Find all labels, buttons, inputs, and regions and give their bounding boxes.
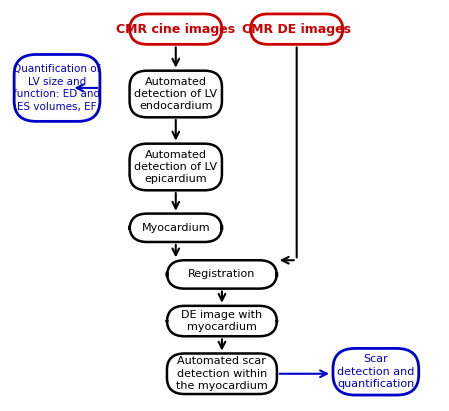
Text: Scar
detection and
quantification: Scar detection and quantification bbox=[337, 354, 414, 389]
FancyBboxPatch shape bbox=[333, 349, 419, 395]
Text: Myocardium: Myocardium bbox=[141, 223, 210, 233]
Text: Quantification of
LV size and
function: ED and
ES volumes, EF: Quantification of LV size and function: … bbox=[13, 64, 101, 111]
FancyBboxPatch shape bbox=[130, 144, 222, 190]
FancyBboxPatch shape bbox=[251, 14, 343, 44]
FancyBboxPatch shape bbox=[130, 71, 222, 117]
Text: Automated
detection of LV
endocardium: Automated detection of LV endocardium bbox=[134, 76, 217, 111]
Text: CMR cine images: CMR cine images bbox=[116, 23, 235, 36]
FancyBboxPatch shape bbox=[167, 260, 277, 289]
FancyBboxPatch shape bbox=[130, 14, 222, 44]
Text: DE image with
myocardium: DE image with myocardium bbox=[181, 310, 263, 332]
FancyBboxPatch shape bbox=[167, 353, 277, 394]
Text: Automated scar
detection within
the myocardium: Automated scar detection within the myoc… bbox=[176, 356, 268, 391]
Text: Automated
detection of LV
epicardium: Automated detection of LV epicardium bbox=[134, 150, 217, 185]
FancyBboxPatch shape bbox=[167, 306, 277, 336]
FancyBboxPatch shape bbox=[14, 55, 100, 121]
FancyBboxPatch shape bbox=[130, 214, 222, 242]
Text: CMR DE images: CMR DE images bbox=[242, 23, 351, 36]
Text: Registration: Registration bbox=[188, 270, 255, 279]
